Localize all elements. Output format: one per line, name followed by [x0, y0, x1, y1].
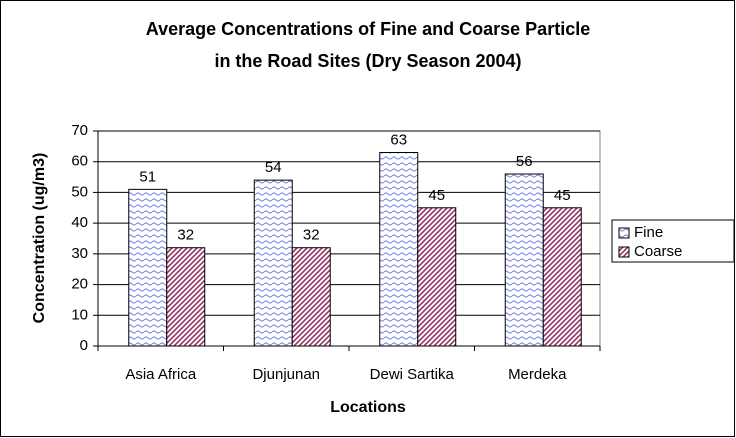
x-axis-title: Locations	[330, 399, 406, 416]
bar	[253, 179, 293, 347]
bar	[128, 188, 168, 347]
y-tick-label: 0	[80, 337, 88, 354]
data-label: 54	[265, 159, 282, 176]
legend-label: Fine	[634, 224, 663, 241]
y-axis-title: Concentration (ug/m3)	[31, 153, 48, 324]
y-tick-label: 20	[71, 276, 88, 293]
x-tick-label: Merdeka	[508, 366, 567, 383]
legend-label: Coarse	[634, 243, 682, 260]
data-label: 63	[390, 131, 407, 148]
bar	[417, 207, 457, 347]
y-tick-label: 60	[71, 153, 88, 170]
legend-swatch	[618, 246, 630, 258]
y-tick-label: 10	[71, 306, 88, 323]
chart-title: Average Concentrations of Fine and Coars…	[146, 19, 590, 39]
y-tick-label: 70	[71, 122, 88, 139]
data-label: 32	[303, 227, 320, 244]
data-label: 45	[554, 187, 571, 204]
data-label: 45	[428, 187, 445, 204]
bar	[166, 247, 206, 347]
legend	[611, 219, 735, 263]
data-label: 32	[177, 227, 194, 244]
data-label: 56	[516, 153, 533, 170]
y-tick-label: 40	[71, 214, 88, 231]
y-tick-label: 30	[71, 245, 88, 262]
x-tick-label: Dewi Sartika	[370, 366, 455, 383]
x-tick-label: Djunjunan	[252, 366, 320, 383]
chart-title: in the Road Sites (Dry Season 2004)	[214, 51, 521, 71]
legend-swatch	[618, 227, 630, 239]
bar	[379, 152, 419, 347]
bar	[291, 247, 331, 347]
bar	[542, 207, 582, 347]
bar	[504, 173, 544, 347]
x-tick-label: Asia Africa	[125, 366, 197, 383]
data-label: 51	[139, 168, 156, 185]
y-tick-label: 50	[71, 183, 88, 200]
